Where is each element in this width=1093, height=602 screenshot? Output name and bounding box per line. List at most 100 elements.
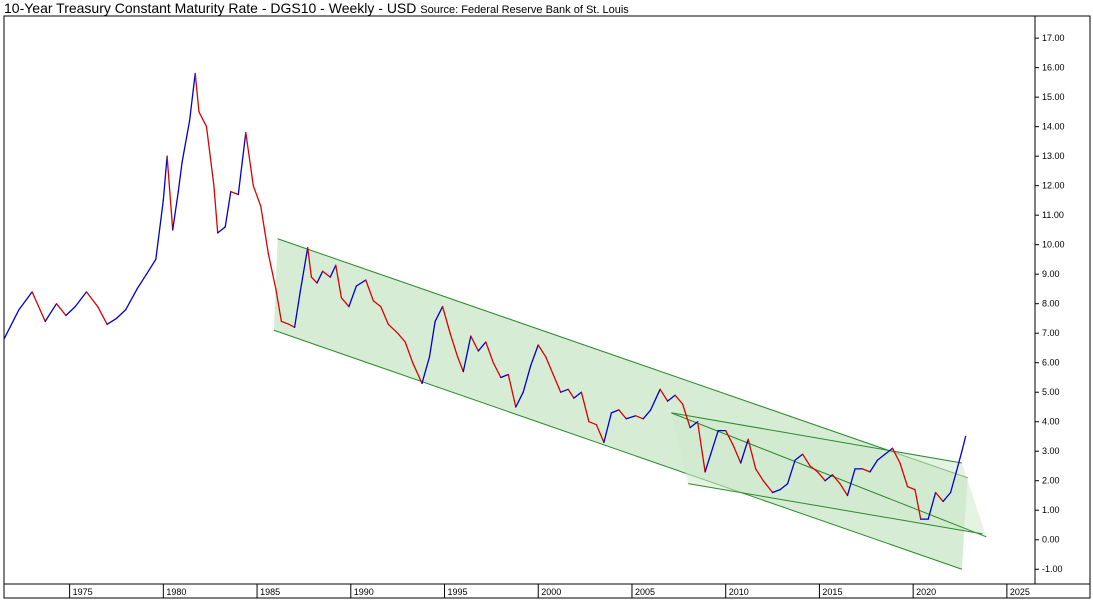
series-segment (704, 453, 712, 473)
series-segment (689, 421, 699, 429)
series-segment (18, 291, 33, 311)
series-segment (462, 335, 472, 373)
x-tick-label: 2020 (916, 587, 936, 597)
chart-title-text: 10-Year Treasury Constant Maturity Rate … (4, 0, 417, 16)
series-segment (213, 185, 219, 234)
x-axis: 1975 1980 1985 1990 1995 2000 2005 2010 2015 2020… (69, 584, 1030, 598)
y-tick-label: -1.00 (1042, 564, 1063, 574)
series-segment (372, 300, 382, 308)
series-segment (816, 471, 826, 482)
series-segment (365, 279, 374, 302)
series-segment (659, 388, 669, 402)
series-segment (927, 491, 937, 520)
series-segment (237, 131, 247, 196)
series-segment (316, 270, 324, 284)
series-segment (732, 444, 742, 464)
series-segment (335, 264, 343, 299)
series-segment (85, 291, 99, 308)
series-segment (650, 388, 661, 411)
x-tick-label: 1985 (260, 587, 280, 597)
series-segment (625, 415, 637, 420)
series-segment (470, 335, 479, 352)
series-segment (188, 72, 196, 122)
series-segment (387, 323, 399, 334)
series-segment (560, 388, 569, 393)
series-segment (3, 308, 20, 340)
series-segment (674, 394, 684, 405)
series-segment (65, 305, 76, 317)
y-tick-label: 16.00 (1042, 63, 1065, 73)
y-axis: -1.00 0.00 1.00 2.00 3.00 4.00 5.00 6.00 7.00 8.0… (1035, 33, 1065, 574)
series-segment (710, 429, 719, 455)
series-segment (942, 491, 952, 503)
x-tick-label: 1990 (354, 587, 374, 597)
x-tick-label: 1975 (73, 587, 93, 597)
series-segment (869, 459, 879, 473)
series-segment (567, 388, 575, 399)
y-tick-label: 2.00 (1042, 476, 1060, 486)
series-segment (428, 320, 436, 358)
series-segment (74, 291, 88, 308)
series-segment (260, 205, 269, 255)
series-segment (340, 297, 350, 308)
x-tick-label: 2005 (635, 587, 655, 597)
series-segment (914, 488, 922, 520)
series-segment (217, 226, 226, 234)
series-segment (545, 356, 554, 376)
y-tick-label: 5.00 (1042, 387, 1060, 397)
series-segment (245, 131, 254, 187)
series-segment (125, 288, 138, 311)
series-segment (824, 474, 834, 482)
series-segment (681, 403, 691, 429)
series-segment (397, 332, 406, 343)
x-tick-label: 2015 (822, 587, 842, 597)
series-segment (846, 468, 856, 497)
series-segment (588, 421, 598, 426)
series-segment (610, 409, 620, 414)
series-segment (934, 491, 944, 503)
series-segment (635, 415, 644, 420)
series-segment (949, 471, 957, 494)
series-segment (573, 391, 583, 399)
series-segment (322, 270, 331, 278)
series-segment (181, 120, 191, 163)
series-segment (404, 341, 414, 364)
series-segment (492, 362, 502, 379)
series-segment (515, 391, 524, 408)
series-segment (155, 199, 164, 261)
series-segment (434, 305, 444, 323)
series-segment (642, 409, 652, 420)
y-tick-label: 9.00 (1042, 269, 1060, 279)
chart-title: 10-Year Treasury Constant Maturity Rate … (4, 0, 629, 18)
series-segment (456, 356, 464, 373)
series-segment (839, 483, 849, 497)
series-segment (809, 465, 819, 473)
x-tick-label: 2000 (541, 587, 561, 597)
y-tick-label: 1.00 (1042, 505, 1060, 515)
y-tick-label: 14.00 (1042, 122, 1065, 132)
series-segment (507, 373, 517, 408)
series-segment (537, 344, 547, 358)
series-segment (771, 488, 781, 494)
series-segment (755, 468, 764, 482)
series-segment (449, 332, 459, 358)
series-segment (115, 308, 127, 320)
series-segment (696, 421, 706, 473)
series-segment (786, 459, 796, 485)
series-segment (762, 480, 774, 494)
series-segment (31, 291, 46, 323)
series-segment (329, 264, 337, 278)
series-segment (194, 72, 200, 113)
series-segment (747, 438, 757, 470)
x-tick-label: 2025 (1010, 587, 1030, 597)
series-segment (293, 291, 301, 328)
series-segment (485, 341, 494, 364)
price-series (3, 72, 967, 520)
series-segment (725, 429, 734, 446)
series-segment (252, 185, 262, 207)
series-segment (906, 485, 916, 491)
y-axis-panel (1034, 15, 1091, 585)
series-segment (861, 468, 871, 473)
series-segment (441, 305, 451, 334)
y-tick-label: 7.00 (1042, 328, 1060, 338)
